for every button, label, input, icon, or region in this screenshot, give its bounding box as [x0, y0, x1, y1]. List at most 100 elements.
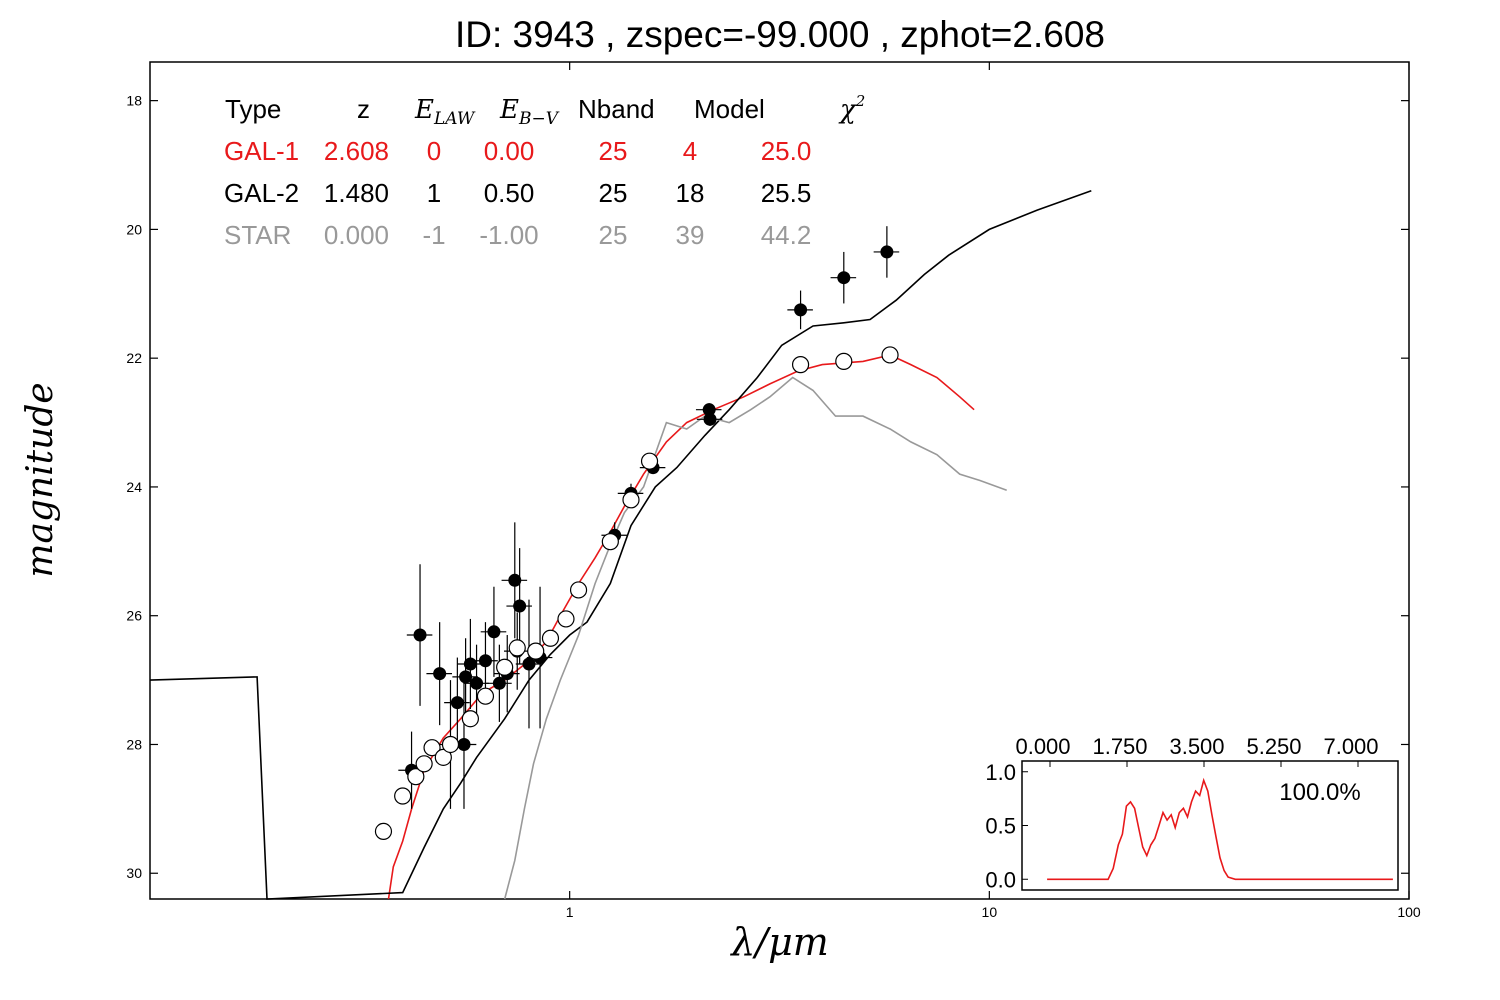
y-tick-label: 22 [126, 350, 142, 366]
observed-point [433, 667, 447, 681]
x-tick-label: 1 [566, 904, 574, 920]
model-point [640, 452, 659, 470]
table-cell-z: 1.480 [324, 178, 389, 208]
table-cell-ebv: -1.00 [479, 220, 538, 250]
y-tick-label: 30 [126, 865, 142, 881]
inset-x-tick-label: 7.000 [1323, 734, 1378, 759]
model-point [527, 642, 545, 660]
table-cell-nband: 25 [599, 178, 628, 208]
observed-point [703, 412, 717, 426]
series-line-gal1 [387, 354, 975, 900]
chart-title: ID: 3943 , zspec=-99.000 , zphot=2.608 [454, 14, 1105, 55]
observed-point [463, 657, 477, 671]
observed-point [794, 303, 808, 317]
model-point [415, 755, 433, 773]
series-line-gal2 [149, 190, 1092, 900]
observed-point [508, 573, 522, 587]
model-point [541, 629, 560, 647]
observed-point [450, 696, 464, 710]
inset-x-tick-label: 1.750 [1092, 734, 1147, 759]
model-point [461, 710, 479, 728]
observed-point [880, 245, 894, 259]
observed-point [513, 599, 527, 613]
inset-y-tick-label: 0.5 [985, 814, 1016, 839]
model-point [496, 658, 514, 676]
observed-point [837, 271, 851, 285]
table-header-chi2: χ2 [838, 92, 865, 125]
table-cell-type: STAR [224, 220, 291, 250]
table-cell-model: 4 [683, 136, 697, 166]
inset-y-tick-label: 0.0 [985, 867, 1016, 892]
main-data-points [374, 226, 900, 840]
pdz-inset: 0.000 1.750 3.500 5.250 7.000 0.0 0.5 1.0 100.0… [985, 734, 1399, 892]
observed-point [457, 737, 471, 751]
inset-y-tick-label: 1.0 [985, 760, 1016, 785]
observed-point [413, 628, 427, 642]
observed-point [702, 403, 716, 417]
model-point [557, 610, 575, 628]
table-cell-chi2: 44.2 [761, 220, 812, 250]
model-point [791, 356, 810, 374]
table-cell-nband: 25 [599, 220, 628, 250]
model-point [569, 581, 588, 599]
table-cell-chi2: 25.0 [761, 136, 812, 166]
observed-point [492, 676, 506, 690]
table-cell-elaw: 1 [427, 178, 441, 208]
inset-annotation: 100.0% [1279, 779, 1360, 806]
table-header-z: z [357, 94, 370, 124]
observed-point [470, 676, 484, 690]
inset-series-line [1047, 777, 1393, 881]
main-plot-frame [149, 61, 1410, 900]
observed-point [487, 625, 501, 639]
table-cell-elaw: 0 [427, 136, 441, 166]
fit-table: Type z ELAW EB−V Nband Model χ2 GAL-1 2.6… [224, 92, 865, 250]
table-header-ebv: EB−V [499, 95, 560, 129]
model-point [601, 533, 619, 551]
model-point [407, 768, 425, 786]
table-cell-nband: 25 [599, 136, 628, 166]
model-point [434, 748, 452, 766]
model-point [476, 687, 495, 705]
x-tick-label: 10 [982, 904, 998, 920]
model-point [394, 787, 412, 805]
observed-point [522, 657, 536, 671]
table-header-nband: Nband [578, 94, 655, 124]
observed-point [459, 670, 473, 684]
inset-x-tick-label: 0.000 [1015, 734, 1070, 759]
x-axis-label: λ/μm [729, 920, 829, 964]
table-cell-model: 18 [676, 178, 705, 208]
model-point [423, 739, 441, 757]
model-point [508, 639, 526, 657]
model-point [835, 352, 853, 370]
model-point [441, 735, 460, 754]
table-header-type: Type [225, 94, 281, 124]
table-header-elaw: ELAW [414, 95, 476, 129]
table-cell-z: 2.608 [324, 136, 389, 166]
table-cell-ebv: 0.00 [484, 136, 535, 166]
y-tick-label: 24 [126, 479, 142, 495]
table-cell-ebv: 0.50 [484, 178, 535, 208]
model-point [881, 346, 899, 364]
model-point [374, 822, 393, 840]
y-tick-label: 28 [126, 736, 142, 752]
table-cell-z: 0.000 [324, 220, 389, 250]
observed-point [478, 654, 492, 668]
series-line-star [503, 376, 1007, 900]
inset-x-tick-label: 5.250 [1246, 734, 1301, 759]
x-tick-label: 100 [1397, 904, 1421, 920]
inset-line-pdz [1047, 777, 1393, 881]
table-cell-elaw: -1 [422, 220, 445, 250]
table-header-model: Model [694, 94, 765, 124]
table-cell-type: GAL-2 [224, 178, 299, 208]
y-tick-label: 26 [126, 608, 142, 624]
table-cell-type: GAL-1 [224, 136, 299, 166]
y-tick-label: 18 [126, 93, 142, 109]
inset-x-tick-label: 3.500 [1169, 734, 1224, 759]
fit-table-rows: GAL-1 2.608 0 0.00 25 4 25.0 GAL-2 1.480 1 0.50 25 1… [224, 136, 811, 250]
table-cell-chi2: 25.5 [761, 178, 812, 208]
model-point [622, 491, 640, 509]
inset-frame [1021, 760, 1399, 891]
main-series-lines [149, 190, 1092, 900]
